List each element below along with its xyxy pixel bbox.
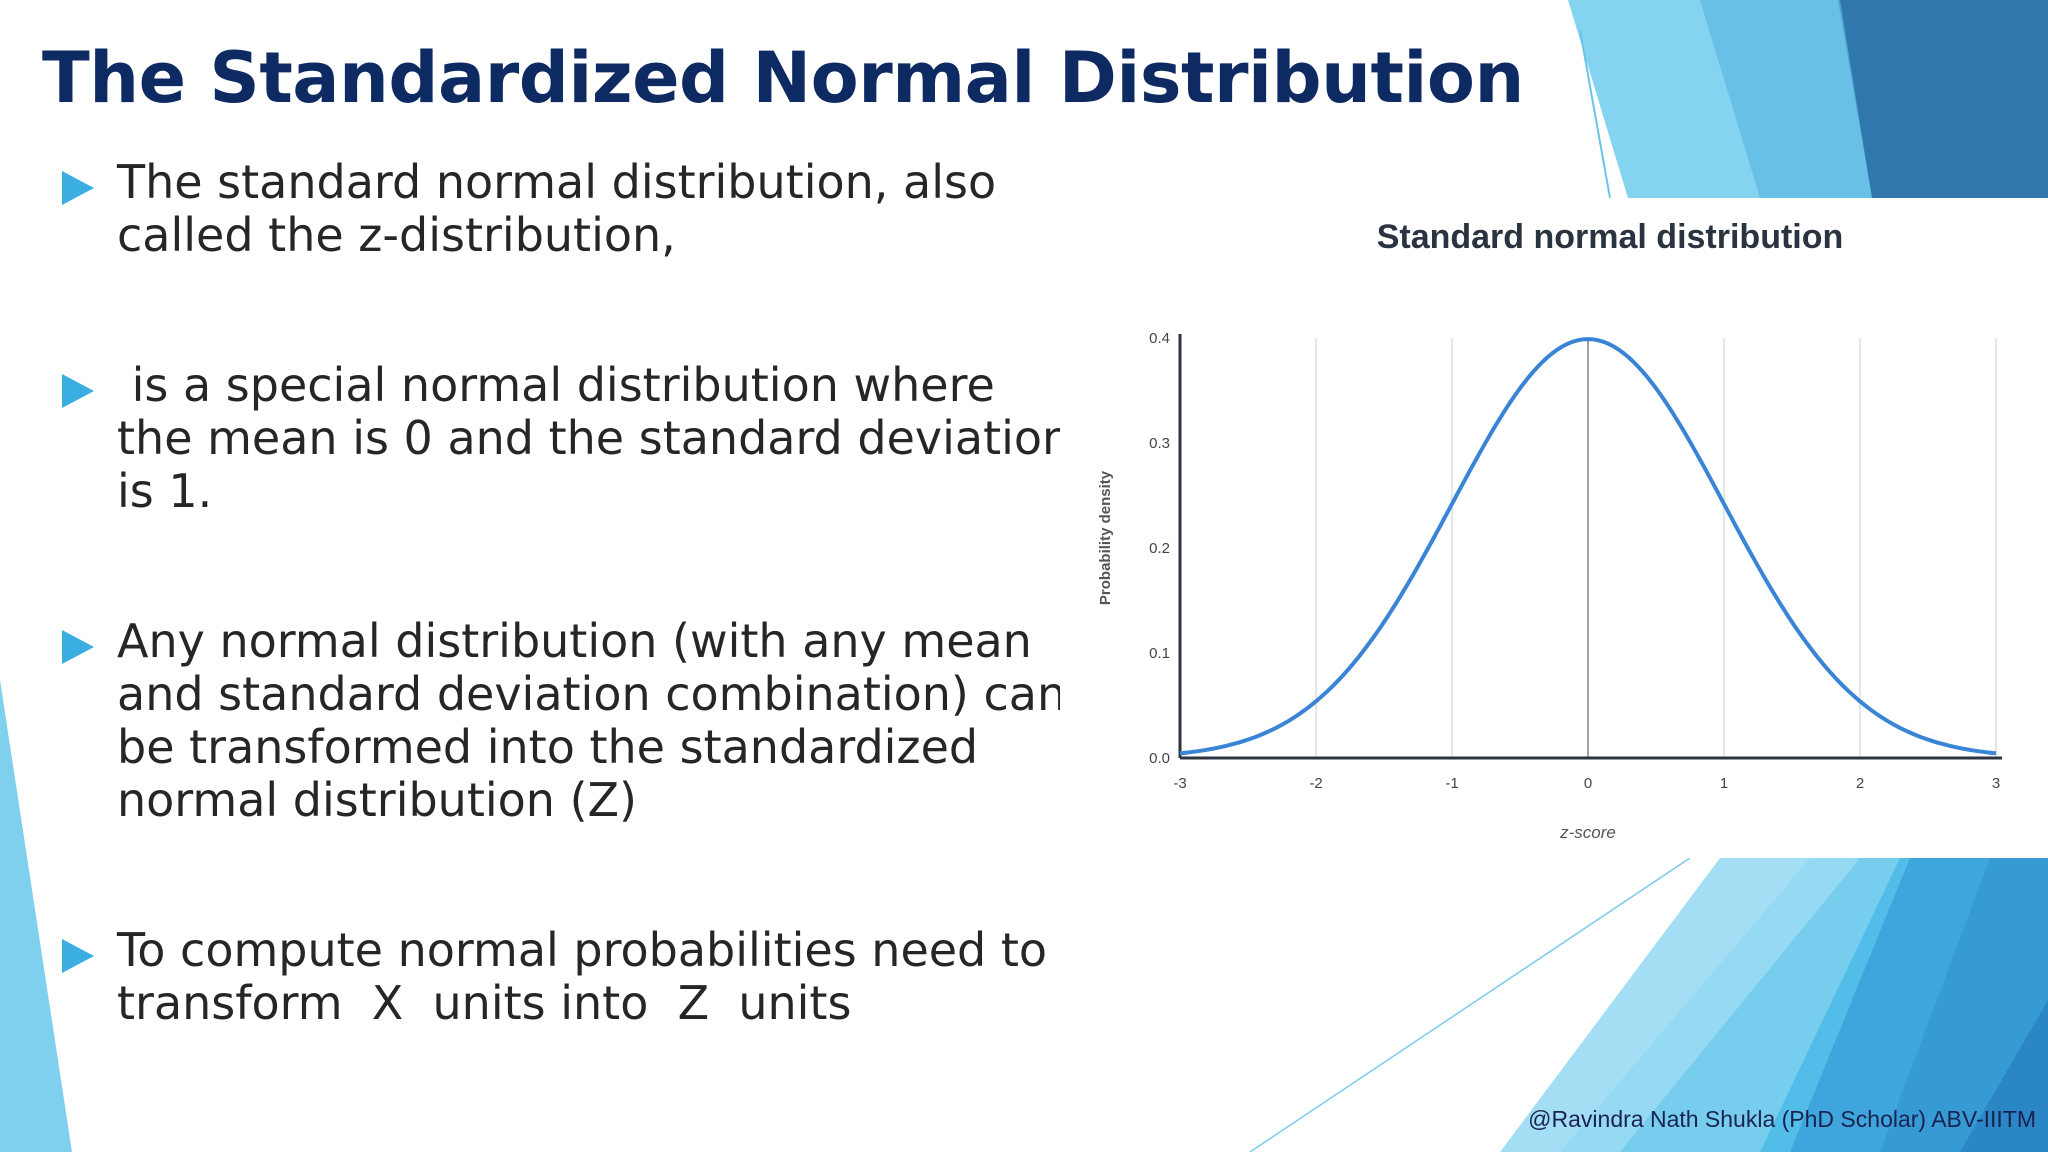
y-tick-label: 0.4 — [1149, 330, 1170, 347]
x-tick-label: -2 — [1309, 775, 1322, 792]
chart-panel: Standard normal distribution -3 -2 -1 0 1 2 3 0… — [1060, 198, 2048, 858]
x-tick-label: 1 — [1720, 775, 1728, 792]
bullet-text: Any normal distribution (with any mean a… — [117, 614, 1067, 827]
y-tick-label: 0.0 — [1149, 750, 1170, 767]
y-tick-label: 0.3 — [1149, 435, 1170, 452]
author-credit: @Ravindra Nath Shukla (PhD Scholar) ABV-… — [1528, 1106, 2036, 1132]
series-layer — [1179, 337, 1997, 756]
x-tick-label: 2 — [1856, 775, 1864, 792]
slide-title: The Standardized Normal Distribution — [42, 37, 1524, 119]
decor-bottom-mid-facet — [1500, 858, 1900, 1152]
decor-top-dark-facet — [1838, 0, 2048, 198]
decor-top-line — [1579, 29, 1611, 199]
axis-layer — [1178, 334, 2002, 760]
bullet-arrow-icon — [62, 630, 94, 664]
x-tick-label: -1 — [1445, 775, 1458, 792]
bullet-text: To compute normal probabilities need to … — [117, 923, 1048, 1030]
decor-top-mid-facet — [1700, 0, 1872, 198]
bullet-list: The standard normal distribution, also c… — [62, 155, 1072, 1030]
grid-layer — [1179, 338, 1997, 758]
x-tick-label: -3 — [1173, 775, 1186, 792]
bullet-text: The standard normal distribution, also c… — [117, 155, 997, 262]
decor-left-sliver — [0, 680, 72, 1152]
x-axis-label: z-score — [1559, 823, 1616, 842]
normal-distribution-chart: -3 -2 -1 0 1 2 3 0.0 0.1 0.2 0.3 0.4 z-score Probabil… — [1097, 330, 2002, 842]
bullet-arrow-icon — [62, 171, 94, 205]
y-axis-label: Probability density — [1097, 470, 1114, 605]
label-layer: -3 -2 -1 0 1 2 3 0.0 0.1 0.2 0.3 0.4 z-score Probabil… — [1097, 330, 2000, 842]
bullet-arrow-icon — [62, 939, 94, 973]
bullet-text: is a special normal distribution where t… — [117, 358, 1072, 518]
x-tick-label: 0 — [1584, 775, 1592, 792]
density-curve — [1179, 337, 1997, 756]
decor-diagonal-line — [1249, 857, 1691, 1152]
bullet-arrow-icon — [62, 374, 94, 408]
x-tick-label: 3 — [1992, 775, 2000, 792]
y-tick-label: 0.2 — [1149, 540, 1170, 557]
y-tick-label: 0.1 — [1149, 645, 1170, 662]
chart-title: Standard normal distribution — [1376, 218, 1844, 256]
decor-bottom-blue-facet — [1790, 858, 2048, 1152]
